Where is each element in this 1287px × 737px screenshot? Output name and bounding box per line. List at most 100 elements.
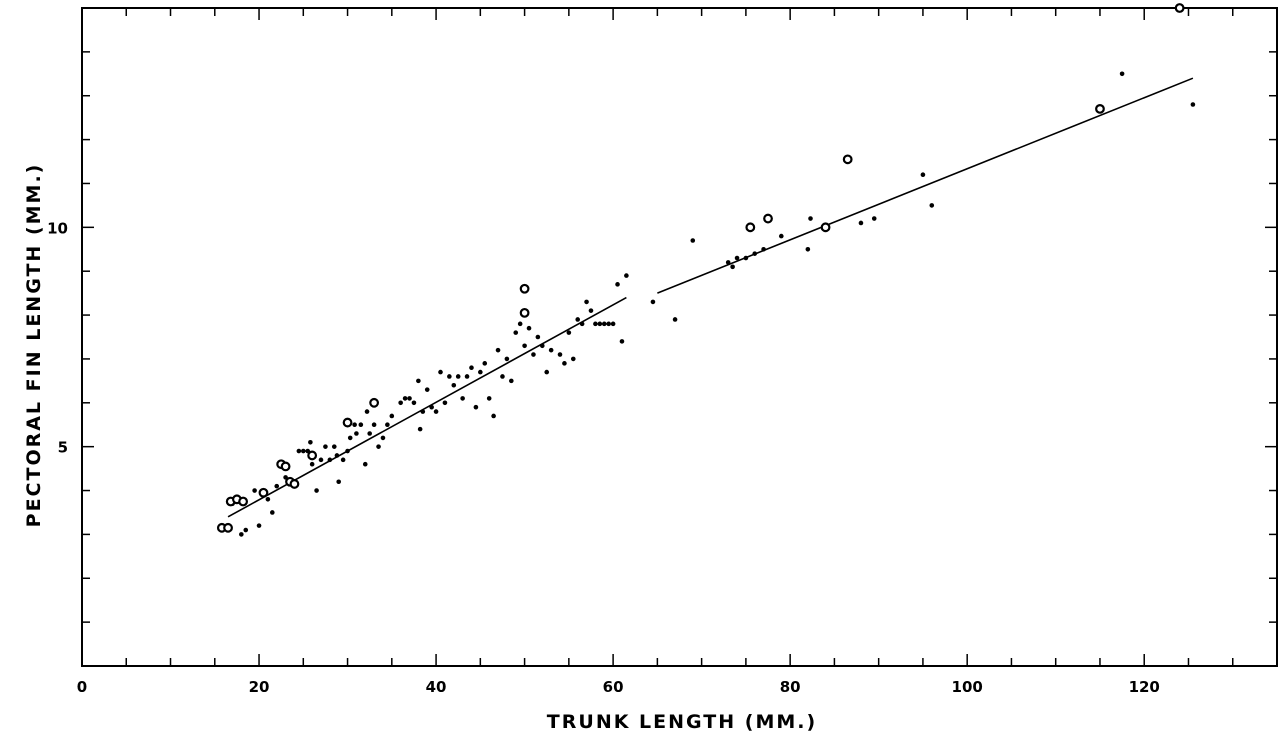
open-circle-point (519, 307, 530, 318)
dot-point (460, 396, 465, 401)
dot-point (364, 409, 370, 414)
tick-labels: 0 20 40 60 80 100 120 5 10 (47, 219, 1160, 696)
open-circle-point (745, 222, 756, 233)
dot-point (544, 369, 550, 375)
open-circle-point (280, 461, 291, 472)
dot-point (327, 457, 333, 463)
dot-point (531, 352, 536, 357)
dot-point (615, 282, 620, 287)
x-tick-label: 40 (426, 678, 447, 696)
dot-point (690, 238, 696, 243)
dot-point (575, 317, 581, 322)
data-points (216, 3, 1196, 537)
fit-lines (227, 77, 1194, 518)
open-circle-point (519, 283, 530, 294)
open-circle-point (307, 450, 318, 461)
dot-point (778, 233, 784, 239)
dot-point (548, 347, 554, 353)
dot-point (619, 339, 625, 344)
dot-point (495, 347, 501, 353)
dot-point (398, 400, 403, 406)
dot-point (610, 321, 616, 327)
dot-point (438, 369, 443, 375)
dot-point (1190, 102, 1196, 107)
ticks (82, 8, 1277, 666)
dot-point (734, 255, 740, 261)
dot-point (597, 321, 603, 327)
dot-point (296, 448, 302, 454)
dot-point (455, 374, 461, 379)
dot-point (761, 246, 766, 252)
dot-point (624, 273, 629, 278)
dot-point (730, 264, 735, 270)
dot-point (270, 510, 275, 515)
dot-point (535, 334, 541, 340)
dot-point (416, 378, 421, 384)
dot-point (588, 308, 594, 313)
dot-point (478, 369, 483, 375)
dot-point (526, 325, 532, 331)
dot-point (429, 404, 434, 410)
dot-point (504, 356, 510, 362)
dot-point (433, 409, 439, 414)
dot-point (650, 299, 656, 305)
dot-point (601, 321, 607, 327)
dot-point (420, 409, 426, 414)
dot-point (334, 453, 340, 458)
dot-point (362, 461, 368, 467)
dot-point (486, 396, 492, 401)
dot-point (473, 404, 479, 410)
dot-point (331, 444, 337, 449)
dot-point (243, 527, 249, 533)
x-axis-title: TRUNK LENGTH (MM.) (547, 711, 817, 733)
dot-point (389, 413, 395, 419)
open-circle-point (1095, 103, 1105, 114)
dot-point (451, 382, 457, 388)
dot-point (557, 352, 563, 357)
dot-point (239, 532, 244, 537)
x-tick-label: 120 (1129, 678, 1160, 696)
dot-point (345, 448, 350, 454)
open-circle-point (238, 496, 249, 507)
dot-point (252, 488, 257, 493)
x-tick-label: 60 (603, 678, 624, 696)
dot-point (606, 321, 611, 327)
y-tick-label: 10 (47, 219, 68, 237)
dot-point (411, 400, 417, 406)
dot-point (469, 365, 474, 371)
dot-point (407, 396, 412, 401)
open-circle-point (223, 522, 233, 533)
open-circle-point (820, 222, 831, 233)
dot-point (464, 374, 470, 379)
x-tick-label: 20 (249, 678, 270, 696)
dot-point (566, 330, 572, 335)
open-circle-point (842, 154, 853, 165)
dot-point (509, 378, 514, 384)
x-tick-label: 100 (952, 678, 983, 696)
dot-point (579, 321, 585, 327)
dot-point (491, 413, 496, 419)
dot-point (447, 374, 452, 379)
open-circle-point (289, 479, 300, 489)
open-circle-point (342, 417, 353, 428)
dot-point (752, 251, 758, 256)
open-circle-point (1174, 3, 1185, 13)
dot-point (336, 479, 342, 485)
dot-point (380, 435, 386, 441)
dot-point (352, 422, 357, 428)
dot-point (256, 523, 262, 528)
dot-point (358, 422, 364, 428)
dot-point (871, 216, 877, 221)
dot-point (318, 457, 324, 463)
dot-point (367, 431, 372, 436)
dot-point (265, 497, 271, 502)
dot-point (584, 299, 589, 305)
dot-point (929, 203, 935, 208)
dot-point (805, 246, 811, 252)
dot-point (539, 343, 545, 349)
dot-point (340, 457, 346, 463)
x-tick-label: 80 (780, 678, 801, 696)
dot-point (593, 321, 598, 327)
dot-point (570, 356, 576, 362)
